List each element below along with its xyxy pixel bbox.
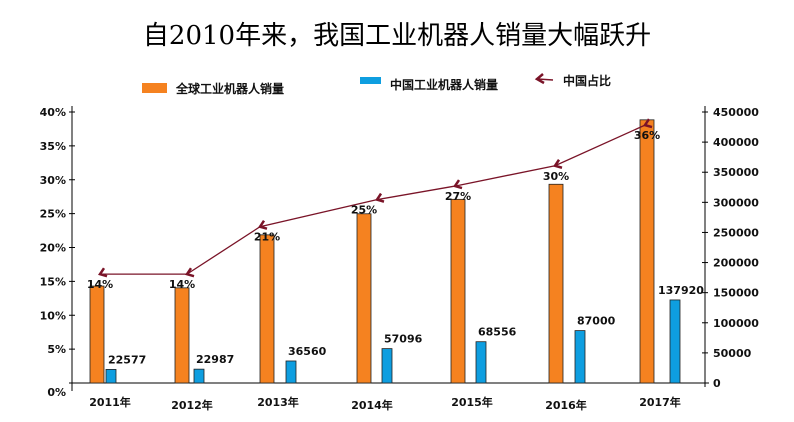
china-sales-data-label: 137920 bbox=[658, 284, 704, 297]
right-tick-label: 450000 bbox=[713, 106, 759, 119]
right-tick-label: 350000 bbox=[713, 166, 759, 179]
china-sales-bar bbox=[193, 368, 205, 384]
left-tick-label: 35% bbox=[40, 140, 66, 153]
china-sales-bar bbox=[105, 369, 117, 384]
global-sales-bar bbox=[259, 234, 275, 384]
x-tick-label: 2014年 bbox=[351, 398, 393, 412]
left-tick-label: 30% bbox=[40, 174, 66, 187]
china-share-data-label: 25% bbox=[351, 204, 377, 217]
x-tick-label: 2015年 bbox=[451, 395, 493, 409]
china-sales-bar bbox=[574, 330, 586, 384]
legend-label-global: 全球工业机器人销量 bbox=[175, 81, 284, 96]
china-share-marker bbox=[185, 267, 195, 278]
china-share-data-label: 36% bbox=[634, 129, 660, 142]
china-sales-data-label: 68556 bbox=[478, 326, 517, 339]
china-sales-data-label: 57096 bbox=[384, 333, 423, 346]
legend-label-china: 中国工业机器人销量 bbox=[390, 77, 498, 92]
china-share-marker bbox=[643, 118, 653, 129]
left-tick-label: 5% bbox=[47, 343, 66, 356]
right-tick-label: 200000 bbox=[713, 257, 759, 270]
global-sales-bar bbox=[548, 183, 564, 384]
china-share-data-label: 14% bbox=[87, 278, 113, 291]
china-share-marker bbox=[98, 267, 108, 278]
china-sales-data-label: 36560 bbox=[288, 345, 327, 358]
china-sales-data-label: 87000 bbox=[577, 315, 616, 328]
left-tick-label: 0% bbox=[47, 386, 66, 399]
global-sales-bar bbox=[639, 119, 655, 384]
left-tick-label: 10% bbox=[40, 309, 66, 322]
right-tick-label: 250000 bbox=[713, 226, 759, 239]
left-tick-label: 20% bbox=[40, 242, 66, 255]
global-sales-bar bbox=[450, 198, 466, 384]
left-tick-label: 25% bbox=[40, 208, 66, 221]
right-tick-label: 50000 bbox=[713, 347, 752, 360]
left-tick-label: 15% bbox=[40, 275, 66, 288]
legend-swatch-global bbox=[142, 83, 167, 93]
x-tick-label: 2013年 bbox=[257, 395, 299, 409]
right-tick-label: 300000 bbox=[713, 196, 759, 209]
legend-swatch-china bbox=[360, 77, 381, 84]
china-share-marker bbox=[258, 220, 268, 230]
right-tick-label: 150000 bbox=[713, 287, 759, 300]
china-share-data-label: 21% bbox=[254, 231, 280, 244]
x-tick-label: 2016年 bbox=[545, 398, 587, 412]
china-share-marker bbox=[553, 159, 563, 169]
right-tick-label: 100000 bbox=[713, 317, 759, 330]
china-sales-data-label: 22987 bbox=[196, 353, 234, 366]
china-sales-data-label: 22577 bbox=[108, 353, 146, 366]
china-share-data-label: 14% bbox=[169, 278, 195, 291]
right-tick-label: 400000 bbox=[713, 136, 759, 149]
x-tick-label: 2012年 bbox=[171, 398, 213, 412]
chart-title: 自2010年来，我国工业机器人销量大幅跃升 bbox=[143, 21, 651, 51]
china-share-data-label: 27% bbox=[445, 190, 471, 203]
china-sales-bar bbox=[285, 360, 297, 384]
global-sales-bar bbox=[356, 213, 372, 384]
global-sales-bar bbox=[89, 285, 105, 384]
china-share-marker bbox=[375, 192, 385, 203]
china-sales-bar bbox=[669, 299, 681, 384]
left-tick-label: 40% bbox=[40, 106, 66, 119]
legend: 全球工业机器人销量 中国工业机器人销量 中国占比 bbox=[142, 73, 611, 96]
china-share-marker bbox=[453, 179, 463, 190]
china-sales-bar bbox=[475, 341, 487, 384]
legend-arrow-icon bbox=[534, 73, 554, 85]
right-tick-label: 0 bbox=[713, 377, 721, 390]
china-share-data-label: 30% bbox=[543, 170, 569, 183]
china-sales-bar bbox=[381, 348, 393, 384]
x-tick-label: 2017年 bbox=[639, 395, 681, 409]
legend-label-share: 中国占比 bbox=[563, 73, 611, 88]
global-sales-bar bbox=[174, 287, 190, 384]
x-tick-label: 2011年 bbox=[89, 395, 131, 409]
